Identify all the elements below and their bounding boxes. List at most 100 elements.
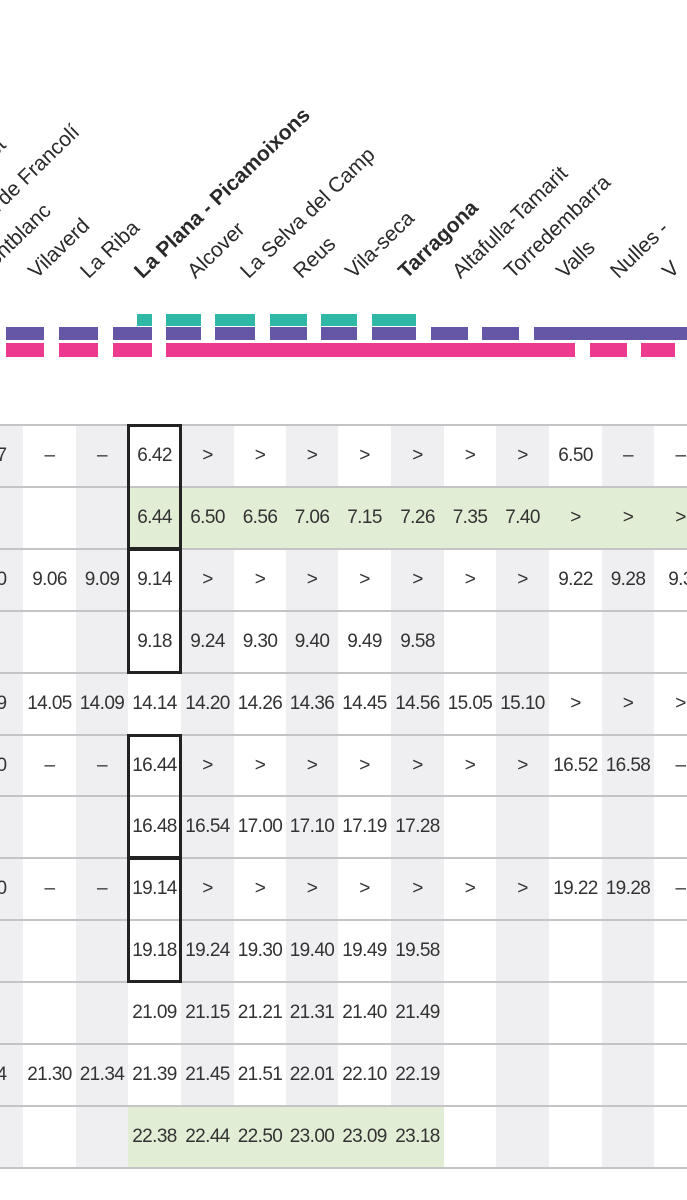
- time-cell: 19.49: [342, 940, 387, 962]
- station-label: Nulles -: [606, 217, 674, 283]
- time-cell: >: [570, 506, 581, 528]
- time-cell: 22.01: [289, 1064, 335, 1085]
- time-cell: 21.49: [395, 1002, 440, 1024]
- time-cell: 14.05: [27, 692, 72, 714]
- row-divider: [0, 424, 687, 426]
- time-cell: 19.24: [185, 940, 230, 962]
- time-cell: 16.58: [605, 754, 651, 776]
- highlighted-service: [128, 487, 687, 549]
- time-cell: 21.51: [237, 1064, 283, 1085]
- teal-line-segment: [215, 314, 255, 326]
- time-cell: 22.38: [132, 1125, 177, 1147]
- time-cell: 21.30: [27, 1064, 72, 1085]
- time-cell: 23.09: [342, 1125, 387, 1147]
- time-cell: 17.28: [395, 816, 440, 838]
- time-cell: [654, 1044, 687, 1106]
- time-cell: >: [202, 754, 213, 776]
- station-label: Valls: [552, 235, 600, 283]
- purple-line-segment: [270, 327, 307, 340]
- connection-box: [127, 733, 182, 860]
- purple-line-segment: [113, 327, 152, 340]
- time-cell: >: [359, 445, 370, 466]
- time-cell: >: [306, 878, 318, 900]
- time-cell: 23.18: [395, 1125, 440, 1147]
- highlighted-service: [128, 1106, 444, 1168]
- teal-line-segment: [137, 314, 152, 326]
- time-cell: –: [97, 445, 108, 466]
- time-cell: [76, 982, 128, 1044]
- time-cell: >: [202, 568, 213, 590]
- time-cell: 7.06: [294, 506, 330, 528]
- time-cell: [496, 1106, 549, 1168]
- time-cell: >: [254, 878, 266, 900]
- time-cell: [549, 611, 602, 673]
- time-cell: 15.05: [447, 692, 493, 714]
- time-cell: 7.15: [347, 506, 382, 528]
- time-cell: 9.24: [190, 630, 225, 652]
- time-cell: >: [359, 754, 370, 776]
- pink-line-segment: [641, 343, 675, 357]
- purple-line-segment: [215, 327, 255, 340]
- teal-line-segment: [321, 314, 357, 326]
- time-cell: [602, 982, 654, 1044]
- pink-line-segment: [59, 343, 98, 357]
- connection-box: [127, 857, 182, 984]
- connection-box: [127, 424, 182, 550]
- time-cell: >: [517, 568, 528, 590]
- time-cell: 14.56: [395, 692, 440, 714]
- time-cell: 9.28: [610, 568, 646, 590]
- time-cell: –: [675, 878, 687, 900]
- time-cell: >: [254, 445, 266, 466]
- time-cell: 14.36: [289, 692, 335, 714]
- time-cell: >: [412, 754, 423, 776]
- time-cell: –: [97, 754, 108, 776]
- row-divider: [0, 1043, 687, 1045]
- time-cell: [76, 487, 128, 549]
- time-cell: 19.14: [132, 878, 177, 900]
- time-cell: –: [97, 878, 108, 900]
- time-cell: [23, 611, 76, 673]
- time-cell: 9.22: [558, 568, 593, 590]
- time-cell: >: [517, 754, 528, 776]
- time-cell: 21.45: [185, 1064, 230, 1085]
- teal-line-segment: [166, 314, 201, 326]
- time-cell: [654, 611, 687, 673]
- time-cell: [0, 611, 23, 673]
- time-cell: >: [464, 754, 476, 776]
- time-cell: –: [44, 754, 56, 776]
- pink-line-segment: [6, 343, 44, 357]
- time-cell: –: [44, 445, 56, 466]
- time-cell: [549, 796, 602, 858]
- time-cell: >: [464, 568, 476, 590]
- time-cell: [602, 1106, 654, 1168]
- time-cell: 9.09: [84, 568, 120, 590]
- time-cell: 15.10: [500, 692, 545, 714]
- time-cell: >: [202, 878, 213, 900]
- time-cell: >: [464, 878, 476, 900]
- time-cell: >: [359, 878, 370, 900]
- time-cell: [444, 1044, 496, 1106]
- time-cell: [23, 1106, 76, 1168]
- time-cell: >: [675, 506, 686, 528]
- purple-line-segment: [482, 327, 519, 340]
- time-cell: >: [622, 692, 634, 714]
- time-cell: 21.15: [185, 1002, 230, 1024]
- time-cell: 14.45: [342, 692, 387, 714]
- time-cell: [0, 1106, 23, 1168]
- time-cell: [602, 796, 654, 858]
- purple-line-segment: [534, 327, 687, 340]
- time-cell: 23.00: [289, 1125, 335, 1147]
- time-cell: 22.19: [395, 1064, 440, 1085]
- row-divider: [0, 1166, 687, 1169]
- time-cell: 7.40: [505, 506, 540, 528]
- time-cell: –: [675, 445, 687, 466]
- time-cell: [654, 796, 687, 858]
- time-cell: 9.18: [137, 630, 172, 652]
- pink-line-segment: [166, 343, 575, 357]
- time-cell: 16.48: [132, 816, 177, 838]
- row-divider: [0, 733, 687, 736]
- time-cell: [602, 611, 654, 673]
- station-label: V: [658, 256, 685, 283]
- time-cell: 17.00: [237, 816, 283, 838]
- time-cell: [23, 487, 76, 549]
